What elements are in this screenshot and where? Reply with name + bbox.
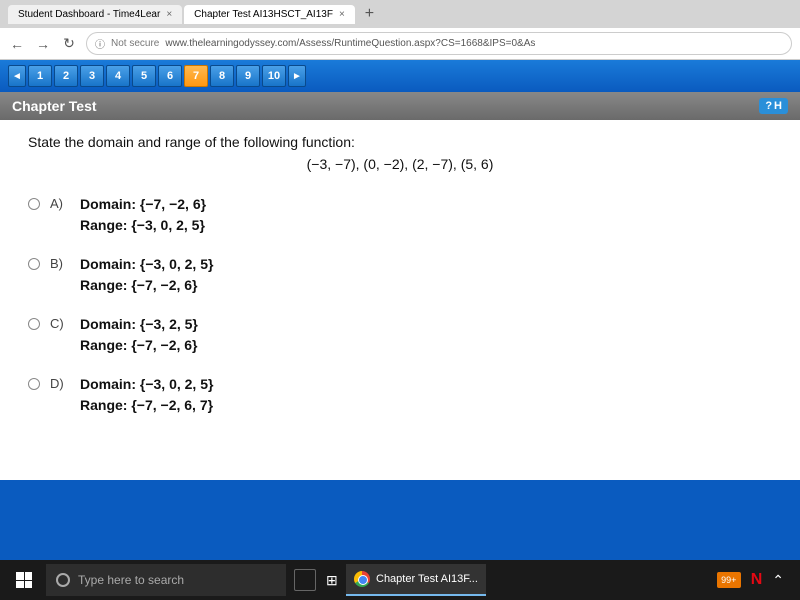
tray-up-icon[interactable]: ⌃ <box>772 572 784 589</box>
option-D[interactable]: D) Domain: {−3, 0, 2, 5}Range: {−7, −2, 6… <box>28 374 772 416</box>
system-tray: 99+ N ⌃ <box>717 571 794 589</box>
forward-button[interactable]: → <box>34 35 52 53</box>
back-button[interactable]: ← <box>8 35 26 53</box>
question-nav-7[interactable]: 7 <box>184 65 208 87</box>
radio-icon[interactable] <box>28 258 40 270</box>
reload-button[interactable]: ↻ <box>60 35 78 53</box>
option-text: Domain: {−3, 0, 2, 5}Range: {−7, −2, 6, … <box>80 374 213 416</box>
tab-strip: Student Dashboard - Time4Lear × Chapter … <box>0 0 800 28</box>
question-nav-8[interactable]: 8 <box>210 65 234 87</box>
option-text: Domain: {−3, 2, 5}Range: {−7, −2, 6} <box>80 314 198 356</box>
question-nav-6[interactable]: 6 <box>158 65 182 87</box>
question-content: State the domain and range of the follow… <box>0 120 800 480</box>
chrome-icon <box>354 571 370 587</box>
question-nav-5[interactable]: 5 <box>132 65 156 87</box>
next-question-button[interactable]: ► <box>288 65 306 87</box>
question-nav-9[interactable]: 9 <box>236 65 260 87</box>
question-points: (−3, −7), (0, −2), (2, −7), (5, 6) <box>28 156 772 172</box>
new-tab-button[interactable]: + <box>357 5 382 23</box>
question-nav-bar: ◄ 12345678910 ► <box>0 60 800 92</box>
prev-question-button[interactable]: ◄ <box>8 65 26 87</box>
tab-label: Chapter Test AI13HSCT_AI13F <box>194 9 333 20</box>
option-C[interactable]: C) Domain: {−3, 2, 5}Range: {−7, −2, 6} <box>28 314 772 356</box>
option-text: Domain: {−3, 0, 2, 5}Range: {−7, −2, 6} <box>80 254 213 296</box>
tab-chapter-test[interactable]: Chapter Test AI13HSCT_AI13F × <box>184 5 355 24</box>
security-label: Not secure <box>111 38 159 49</box>
close-icon[interactable]: × <box>339 9 345 20</box>
address-bar[interactable]: ⓘ Not secure www.thelearningodyssey.com/… <box>86 32 792 55</box>
question-nav-2[interactable]: 2 <box>54 65 78 87</box>
help-label: H <box>774 100 782 112</box>
question-nav-1[interactable]: 1 <box>28 65 52 87</box>
radio-icon[interactable] <box>28 198 40 210</box>
option-letter: B) <box>50 256 70 271</box>
info-icon: ⓘ <box>95 36 105 51</box>
cortana-icon[interactable] <box>294 569 316 591</box>
option-text: Domain: {−7, −2, 6}Range: {−3, 0, 2, 5} <box>80 194 206 236</box>
nav-bar: ← → ↻ ⓘ Not secure www.thelearningodysse… <box>0 28 800 60</box>
close-icon[interactable]: × <box>166 9 172 20</box>
notification-badge[interactable]: 99+ <box>717 572 741 588</box>
tab-label: Student Dashboard - Time4Lear <box>18 9 160 20</box>
start-button[interactable] <box>6 562 42 598</box>
option-letter: D) <box>50 376 70 391</box>
task-view-icon[interactable]: ⊞ <box>326 572 342 589</box>
netflix-icon[interactable]: N <box>751 571 763 589</box>
taskbar: Type here to search ⊞ Chapter Test AI13F… <box>0 560 800 600</box>
option-letter: C) <box>50 316 70 331</box>
option-A[interactable]: A) Domain: {−7, −2, 6}Range: {−3, 0, 2, 5… <box>28 194 772 236</box>
question-nav-3[interactable]: 3 <box>80 65 104 87</box>
search-icon <box>56 573 70 587</box>
taskbar-app-chrome[interactable]: Chapter Test AI13F... <box>346 564 486 596</box>
tab-dashboard[interactable]: Student Dashboard - Time4Lear × <box>8 5 182 24</box>
question-nav-4[interactable]: 4 <box>106 65 130 87</box>
help-button[interactable]: ? H <box>759 98 788 114</box>
help-icon: ? <box>765 100 772 112</box>
question-nav-10[interactable]: 10 <box>262 65 286 87</box>
taskbar-search[interactable]: Type here to search <box>46 564 286 596</box>
option-letter: A) <box>50 196 70 211</box>
taskbar-app-label: Chapter Test AI13F... <box>376 573 478 585</box>
question-prompt: State the domain and range of the follow… <box>28 134 772 150</box>
search-placeholder: Type here to search <box>78 573 184 587</box>
windows-icon <box>16 572 32 588</box>
chapter-title: Chapter Test <box>12 98 97 114</box>
radio-icon[interactable] <box>28 378 40 390</box>
chapter-header: Chapter Test ? H <box>0 92 800 120</box>
url-text: www.thelearningodyssey.com/Assess/Runtim… <box>165 38 535 49</box>
option-B[interactable]: B) Domain: {−3, 0, 2, 5}Range: {−7, −2, 6… <box>28 254 772 296</box>
radio-icon[interactable] <box>28 318 40 330</box>
